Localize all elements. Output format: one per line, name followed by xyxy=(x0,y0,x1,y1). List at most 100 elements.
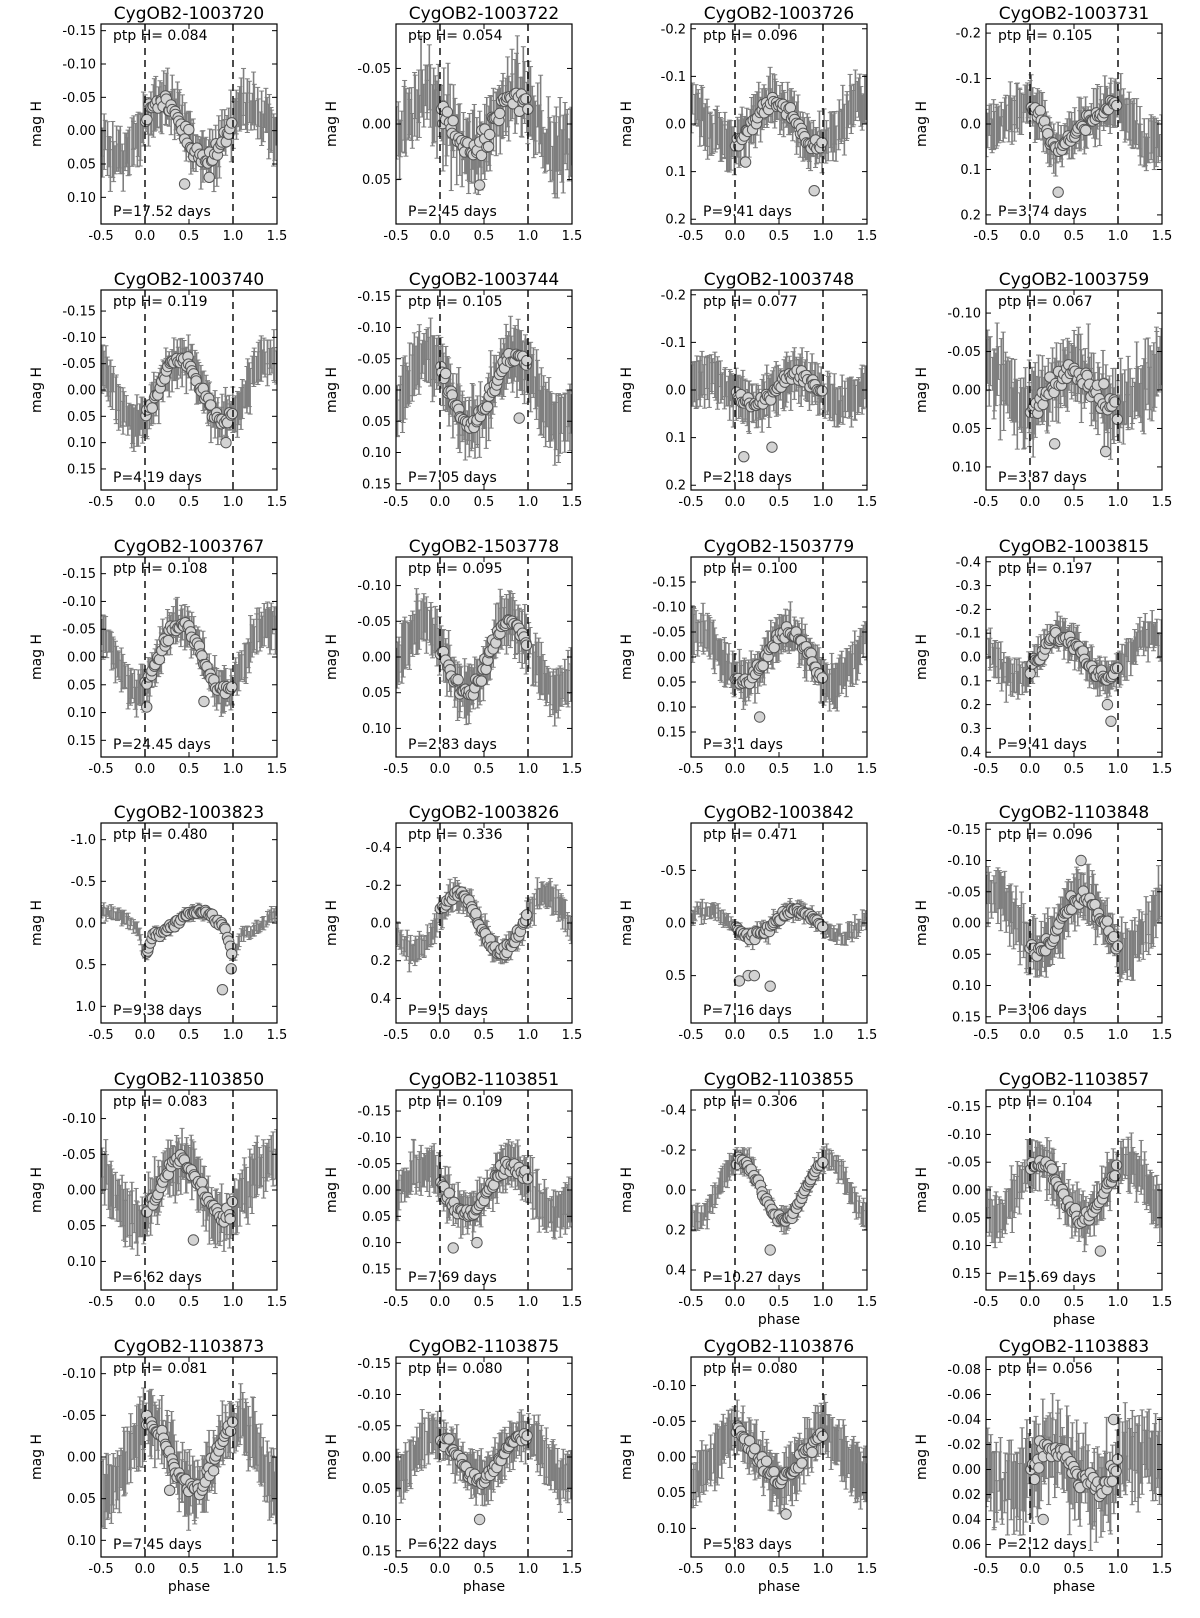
panel-title: CygOB2-1003722 xyxy=(409,4,559,24)
outlier-point xyxy=(766,441,778,453)
data-point xyxy=(494,107,506,120)
y-tick-label: 0.2 xyxy=(665,479,686,494)
panel-title: CygOB2-1003767 xyxy=(114,537,264,557)
x-tick-label: 0.5 xyxy=(769,495,790,510)
period-annotation: P=24.45 days xyxy=(113,737,211,753)
x-tick-label: 0.5 xyxy=(474,229,495,244)
plot-area xyxy=(101,329,277,452)
panel-title: CygOB2-1003726 xyxy=(704,4,854,24)
x-tick-label: 0.0 xyxy=(135,762,156,777)
x-tick-label: 0.5 xyxy=(769,229,790,244)
y-tick-label: 0.10 xyxy=(362,722,391,737)
panel-CygOB2-1003759: -0.5 0.0 0.5 1.0 1.5 -0.10 -0.05 0.00 0.05 0.10 Cy… xyxy=(914,270,1172,510)
panel-CygOB2-1503779: -0.5 0.0 0.5 1.0 1.5-0.15-0.10-0.050.000.050… xyxy=(619,537,877,777)
y-tick-label: -0.1 xyxy=(956,72,981,87)
data-point xyxy=(475,149,488,162)
period-annotation: P=17.52 days xyxy=(113,204,211,220)
y-tick-label: -0.15 xyxy=(62,567,96,582)
data-point xyxy=(146,402,158,414)
x-tick-label: 1.5 xyxy=(562,229,583,244)
x-tick-label: 0.5 xyxy=(1064,229,1085,244)
plot-area xyxy=(396,315,572,466)
y-tick-label: 0.00 xyxy=(67,384,96,399)
panel-title: CygOB2-1003744 xyxy=(409,270,559,290)
x-tick-label: -0.5 xyxy=(383,762,408,777)
period-annotation: P=3.87 days xyxy=(998,470,1087,486)
panel-CygOB2-1003767: -0.5 0.0 0.5 1.0 1.5 -0.15 -0.10 -0.05 0.00 0.05 0… xyxy=(29,537,287,777)
y-tick-label: -0.05 xyxy=(62,91,96,106)
y-tick-label: 0.05 xyxy=(362,686,391,701)
y-tick-label: 0.05 xyxy=(362,415,391,430)
y-tick-label: -0.15 xyxy=(357,290,391,305)
x-tick-label: 1.0 xyxy=(518,762,539,777)
panel-CygOB2-1003740: -0.5 0.0 0.5 1.0 1.5 -0.15 -0.10 -0.05 0.00 0.05 0… xyxy=(29,270,287,510)
y-tick-label: -0.10 xyxy=(62,331,96,346)
y-tick-label: -0.2 xyxy=(956,27,981,42)
y-tick-label: -0.10 xyxy=(947,307,981,322)
ptp-annotation: ptp H= 0.105 xyxy=(408,294,503,310)
y-tick-label: 0.05 xyxy=(67,678,96,693)
outlier-point xyxy=(178,178,191,190)
y-tick-label: 0.05 xyxy=(952,422,981,437)
x-tick-label: -0.5 xyxy=(88,495,113,510)
x-tick-label: -0.5 xyxy=(383,229,408,244)
x-tick-label: 0.0 xyxy=(430,229,451,244)
x-tick-label: 1.5 xyxy=(267,495,288,510)
y-tick-label: 0.0 xyxy=(960,118,981,133)
outlier-point xyxy=(1052,186,1064,198)
data-point xyxy=(204,399,217,411)
data-point xyxy=(1098,378,1110,390)
y-tick-label: -0.1 xyxy=(661,336,686,351)
period-annotation: P=9.41 days xyxy=(703,204,792,220)
x-tick-label: 0.0 xyxy=(725,229,746,244)
ptp-annotation: ptp H= 0.119 xyxy=(113,294,208,310)
x-tick-label: 1.0 xyxy=(813,495,834,510)
x-tick-label: -0.5 xyxy=(88,229,113,244)
y-axis-label: mag H xyxy=(29,634,45,680)
data-point xyxy=(183,123,195,136)
y-tick-label: -0.05 xyxy=(357,615,391,630)
x-tick-label: 1.0 xyxy=(223,762,244,777)
outlier-point xyxy=(198,695,210,708)
y-tick-label: -0.2 xyxy=(661,22,686,37)
panel-CygOB2-1003748: -0.5 0.0 0.5 1.0 1.5 -0.2 -0.1 0.0 0.1 0.2 CygOB2-… xyxy=(619,270,877,510)
x-tick-label: 0.0 xyxy=(135,229,156,244)
data-point xyxy=(439,367,452,380)
data-point xyxy=(520,93,532,105)
y-axis-label: mag H xyxy=(619,101,635,147)
y-tick-label: 0.0 xyxy=(665,118,686,133)
ptp-annotation: ptp H= 0.105 xyxy=(998,28,1093,44)
panel-CygOB2-1003744: -0.5 0.0 0.5 1.0 1.5 -0.15 -0.10 -0.05 0.00 0.05 0… xyxy=(324,270,582,510)
y-tick-label: 0.15 xyxy=(362,477,391,492)
data-point xyxy=(1034,104,1046,117)
y-tick-label: 0.00 xyxy=(67,124,96,139)
y-tick-label: 0.00 xyxy=(362,384,391,399)
x-tick-label: 1.5 xyxy=(857,495,878,510)
period-annotation: P=7.05 days xyxy=(408,470,497,486)
x-tick-label: 1.5 xyxy=(1152,229,1173,244)
x-tick-label: 0.0 xyxy=(135,495,156,510)
y-tick-label: -0.05 xyxy=(947,345,981,360)
data-point xyxy=(226,117,238,129)
y-tick-label: 0.05 xyxy=(362,173,391,188)
y-tick-label: -0.10 xyxy=(62,58,96,73)
data-point xyxy=(1080,124,1092,137)
y-axis-label: mag H xyxy=(324,367,340,413)
y-tick-label: -0.05 xyxy=(357,352,391,367)
x-tick-label: 0.0 xyxy=(1020,229,1041,244)
x-tick-label: -0.5 xyxy=(973,229,998,244)
plot-area xyxy=(986,73,1162,198)
data-point xyxy=(1110,99,1123,112)
x-tick-label: 1.5 xyxy=(562,762,583,777)
y-axis-label: mag H xyxy=(914,101,930,147)
data-point xyxy=(141,113,153,126)
data-point xyxy=(520,639,533,651)
x-tick-label: 1.0 xyxy=(518,229,539,244)
x-tick-label: 1.0 xyxy=(813,229,834,244)
x-tick-label: 0.5 xyxy=(474,762,495,777)
panel-CygOB2-1003731: -0.5 0.0 0.5 1.0 1.5 -0.2 -0.1 0.0 0.1 0.2 CygOB2-… xyxy=(914,4,1172,244)
panel-title: CygOB2-1003748 xyxy=(704,270,854,290)
panel-title: CygOB2-1503778 xyxy=(409,537,559,557)
panel-CygOB2-1503778: -0.5 0.0 0.5 1.0 1.5 -0.10 -0.05 0.00 0.05 0.10 Cy… xyxy=(324,537,582,777)
